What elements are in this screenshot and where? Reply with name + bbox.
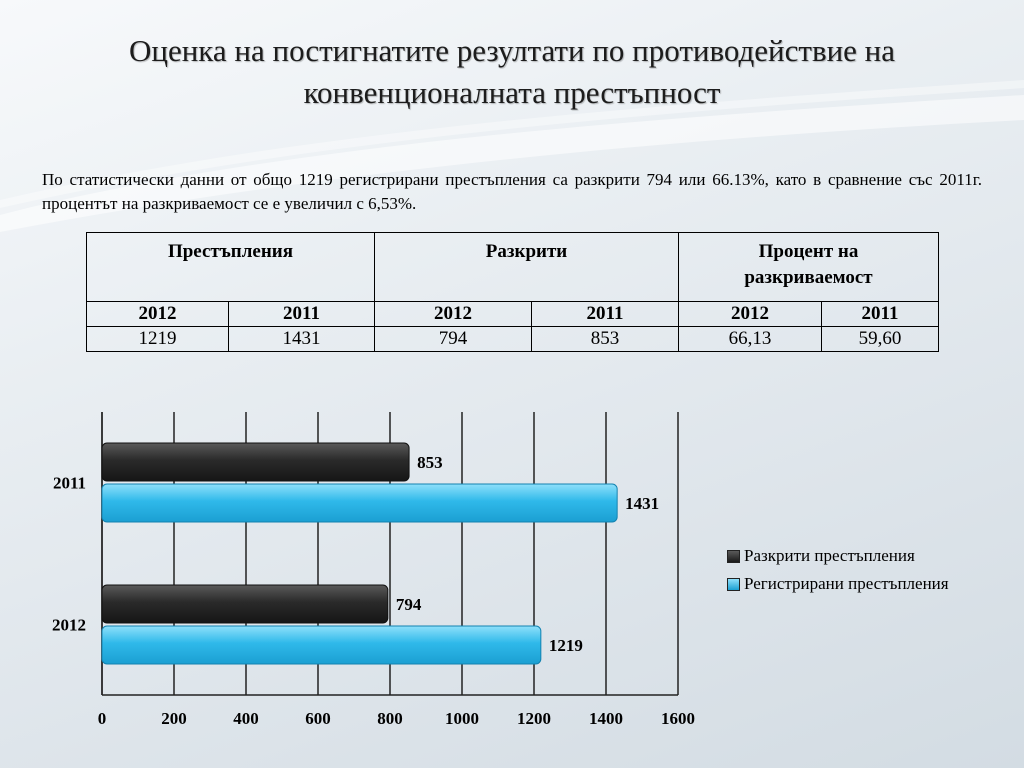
intro-text: По статистически данни от общо 1219 реги… (42, 170, 982, 213)
x-tick-label: 1200 (517, 709, 551, 728)
chart-legend: Разкрити престъпления Регистрирани прест… (727, 542, 949, 598)
legend-item-solved: Разкрити престъпления (727, 542, 949, 570)
value-cell: 1431 (228, 326, 375, 352)
bar-solved (101, 442, 410, 482)
bar-solved (101, 584, 389, 624)
title-line-2: конвенционалната престъпност (303, 75, 721, 110)
x-tick-label: 800 (377, 709, 403, 728)
y-category-label: 2011 (53, 474, 86, 493)
x-tick-label: 1400 (589, 709, 623, 728)
legend-label-solved: Разкрити престъпления (744, 546, 915, 565)
legend-swatch-registered (727, 577, 740, 591)
data-label: 1431 (625, 494, 659, 513)
year-cell: 2012 (678, 301, 822, 327)
year-cell: 2011 (531, 301, 679, 327)
table-years-row: 2012 2011 2012 2011 2012 2011 (86, 301, 939, 327)
value-cell: 66,13 (678, 326, 822, 352)
legend-item-registered: Регистрирани престъпления (727, 570, 949, 598)
y-category-label: 2012 (52, 616, 86, 635)
table-row: 1219 1431 794 853 66,13 59,60 (86, 326, 939, 352)
x-tick-label: 400 (233, 709, 259, 728)
legend-swatch-solved (727, 549, 740, 563)
header-solved: Разкрити (374, 232, 679, 302)
value-cell: 59,60 (821, 326, 939, 352)
x-tick-label: 1600 (661, 709, 695, 728)
data-label: 853 (417, 453, 443, 472)
header-percent-text: Процент на разкриваемост (744, 241, 873, 288)
page-title: Оценка на постигнатите резултати по прот… (60, 30, 964, 114)
bar-registered (101, 483, 618, 523)
x-tick-label: 600 (305, 709, 331, 728)
value-cell: 1219 (86, 326, 229, 352)
data-label: 1219 (549, 636, 583, 655)
year-cell: 2012 (374, 301, 532, 327)
bar-registered (101, 625, 542, 665)
value-cell: 794 (374, 326, 532, 352)
title-line-1: Оценка на постигнатите резултати по прот… (128, 33, 896, 68)
data-label: 794 (396, 595, 422, 614)
x-tick-label: 0 (98, 709, 107, 728)
x-tick-label: 1000 (445, 709, 479, 728)
x-tick-label: 200 (161, 709, 187, 728)
year-cell: 2011 (228, 301, 375, 327)
legend-label-registered: Регистрирани престъпления (744, 574, 949, 593)
header-crimes: Престъпления (86, 232, 375, 302)
stats-table: Престъпления Разкрити Процент на разкрив… (86, 232, 939, 352)
